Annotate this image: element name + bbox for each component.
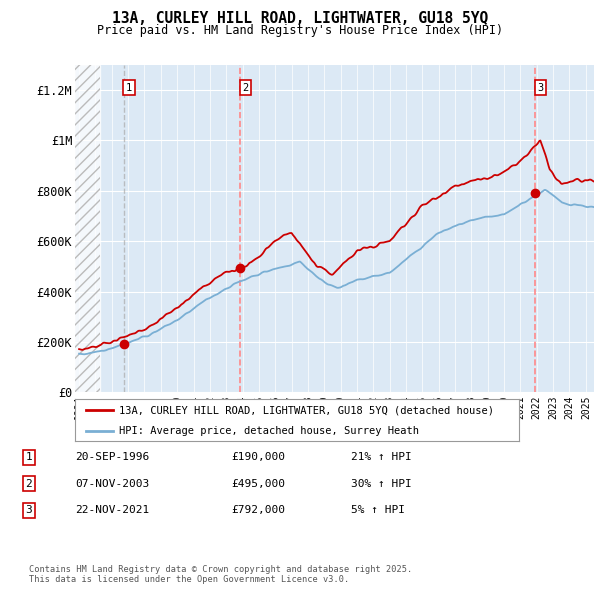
- Text: 20-SEP-1996: 20-SEP-1996: [75, 453, 149, 462]
- Text: 3: 3: [538, 83, 544, 93]
- Text: Price paid vs. HM Land Registry's House Price Index (HPI): Price paid vs. HM Land Registry's House …: [97, 24, 503, 37]
- Text: 1: 1: [25, 453, 32, 462]
- Text: £190,000: £190,000: [231, 453, 285, 462]
- Text: Contains HM Land Registry data © Crown copyright and database right 2025.
This d: Contains HM Land Registry data © Crown c…: [29, 565, 412, 584]
- Text: 13A, CURLEY HILL ROAD, LIGHTWATER, GU18 5YQ (detached house): 13A, CURLEY HILL ROAD, LIGHTWATER, GU18 …: [119, 405, 494, 415]
- Text: £495,000: £495,000: [231, 479, 285, 489]
- Bar: [75, 65, 100, 392]
- Text: 5% ↑ HPI: 5% ↑ HPI: [351, 506, 405, 515]
- Text: 13A, CURLEY HILL ROAD, LIGHTWATER, GU18 5YQ: 13A, CURLEY HILL ROAD, LIGHTWATER, GU18 …: [112, 11, 488, 25]
- Bar: [75, 65, 100, 392]
- Text: £792,000: £792,000: [231, 506, 285, 515]
- Text: 2: 2: [25, 479, 32, 489]
- Text: 07-NOV-2003: 07-NOV-2003: [75, 479, 149, 489]
- Text: 30% ↑ HPI: 30% ↑ HPI: [351, 479, 412, 489]
- Text: 22-NOV-2021: 22-NOV-2021: [75, 506, 149, 515]
- Text: 21% ↑ HPI: 21% ↑ HPI: [351, 453, 412, 462]
- Text: 1: 1: [126, 83, 132, 93]
- Text: 2: 2: [242, 83, 249, 93]
- Text: HPI: Average price, detached house, Surrey Heath: HPI: Average price, detached house, Surr…: [119, 426, 419, 435]
- Text: 3: 3: [25, 506, 32, 515]
